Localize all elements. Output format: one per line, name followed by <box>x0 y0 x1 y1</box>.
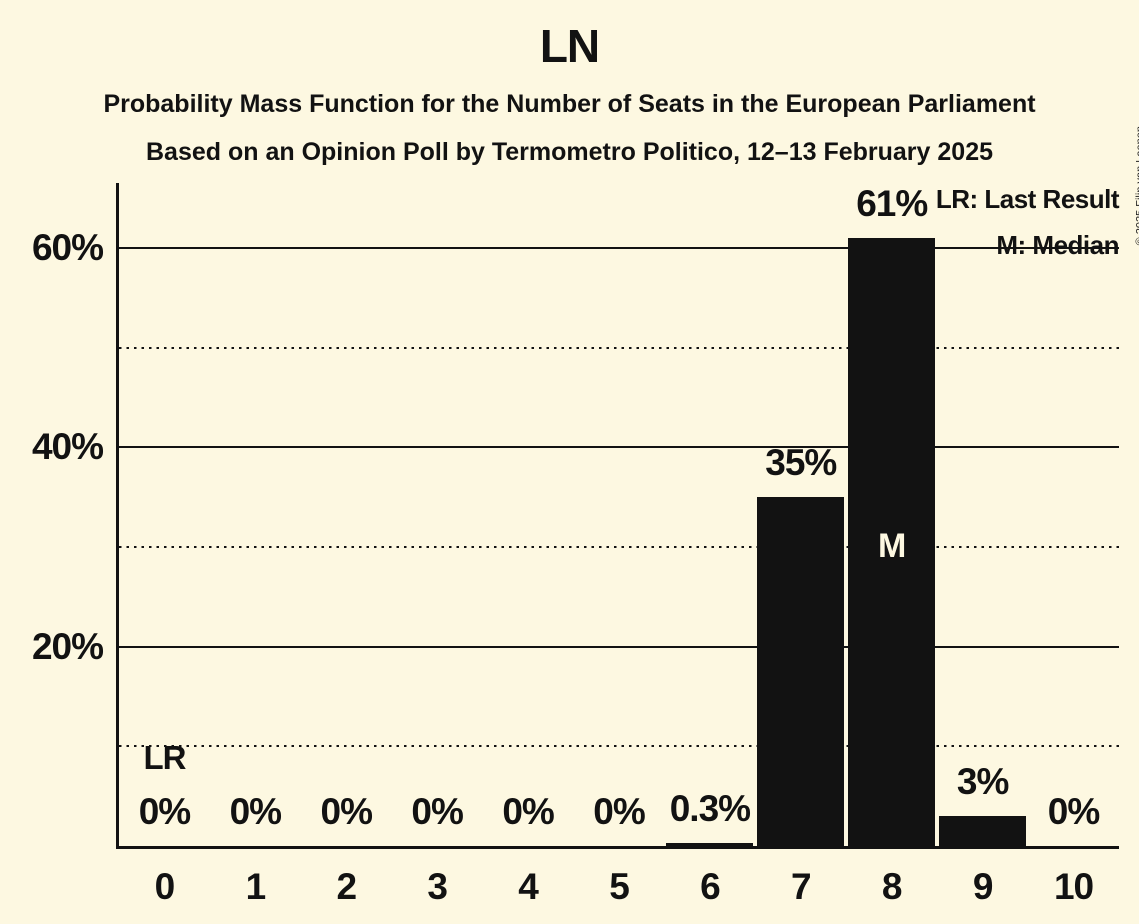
value-label-seats-9: 3% <box>956 761 1009 803</box>
gridline-dotted-10 <box>119 745 1119 748</box>
copyright-notice: © 2025 Filip van Laenen <box>1134 126 1139 245</box>
bar-seats-9 <box>939 816 1027 846</box>
value-label-seats-2: 0% <box>320 791 373 832</box>
gridline-solid-60 <box>119 246 1119 249</box>
x-axis-label-1: 1 <box>245 866 267 907</box>
x-axis-label-7: 7 <box>791 866 812 907</box>
value-label-seats-8: 61% <box>856 182 928 224</box>
gridline-solid-20 <box>119 645 1119 648</box>
value-label-seats-10: 0% <box>1047 791 1100 832</box>
gridline-solid-40 <box>119 446 1119 449</box>
plot-area: LR: Last Result M: Median 20% 40% 60% 0% 0 0%… <box>32 182 1120 905</box>
x-axis-label-10: 10 <box>1053 866 1094 907</box>
last-result-marker: LR <box>143 739 186 776</box>
chart-title: LN <box>539 20 600 72</box>
x-axis-label-3: 3 <box>427 866 448 907</box>
value-label-seats-1: 0% <box>229 791 282 832</box>
value-label-seats-6: 0.3% <box>669 788 751 830</box>
x-axis-label-2: 2 <box>336 866 357 907</box>
gridline-dotted-50 <box>119 346 1119 349</box>
x-axis-label-5: 5 <box>609 866 630 907</box>
chart-subtitle: Probability Mass Function for the Number… <box>103 90 1036 118</box>
x-axis-label-4: 4 <box>518 866 539 907</box>
value-label-seats-3: 0% <box>411 791 463 832</box>
chart-poll-source: Based on an Opinion Poll by Termometro P… <box>146 138 993 166</box>
gridline-dotted-30 <box>119 545 1119 548</box>
bar-seats-8 <box>848 237 936 846</box>
x-axis-label-0: 0 <box>154 866 176 907</box>
value-label-seats-4: 0% <box>502 791 554 832</box>
bar-seats-7 <box>757 497 845 846</box>
legend-last-result: LR: Last Result <box>935 184 1120 214</box>
value-label-seats-5: 0% <box>593 791 645 832</box>
x-axis-label-9: 9 <box>972 866 994 907</box>
y-axis-label-60: 60% <box>31 226 104 268</box>
x-axis-label-8: 8 <box>881 866 903 907</box>
bar-seats-6 <box>666 843 754 846</box>
legend-median: M: Median <box>996 230 1119 260</box>
x-axis-label-6: 6 <box>700 866 721 907</box>
value-label-seats-7: 35% <box>765 442 837 484</box>
y-axis-label-20: 20% <box>31 625 104 667</box>
median-marker: M <box>878 527 906 565</box>
y-axis-label-40: 40% <box>31 426 104 468</box>
value-label-seats-0: 0% <box>138 791 191 832</box>
